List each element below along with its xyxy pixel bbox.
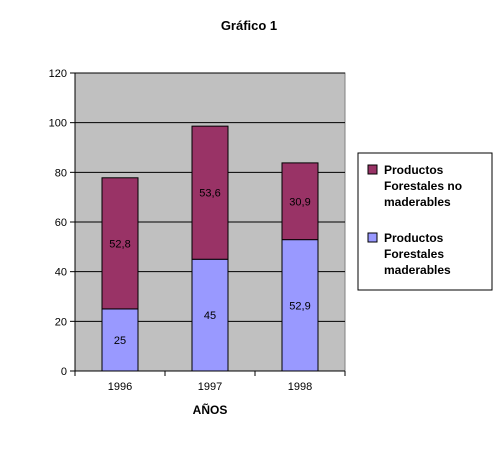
- data-label: 25: [114, 335, 126, 347]
- legend: Productos Forestales no maderables Producto…: [357, 152, 493, 291]
- legend-label: Productos Forestales no maderables: [384, 163, 462, 209]
- chart-title: Gráfico 1: [221, 18, 277, 33]
- y-tick-label: 80: [55, 167, 67, 179]
- y-tick-label: 0: [61, 366, 67, 378]
- bar-segment: [191, 258, 229, 372]
- data-label: 45: [204, 310, 216, 322]
- y-tick-label: 40: [55, 267, 67, 279]
- y-tick-label: 60: [55, 217, 67, 229]
- data-labels: 25 52,8 45 53,6 52,9 30,9: [109, 188, 310, 347]
- legend-box: [357, 152, 493, 291]
- data-label: 53,6: [199, 188, 220, 200]
- x-tick-label: 1998: [288, 381, 312, 393]
- bar-segment: [281, 239, 319, 372]
- y-tick-label: 100: [49, 118, 67, 130]
- legend-swatch: [367, 164, 378, 175]
- bars: [101, 125, 319, 372]
- bar-segment: [101, 177, 139, 310]
- axes: 0 20 40 60 80 100 120 1996 1997 1998: [49, 68, 346, 393]
- x-tick-label: 1997: [198, 381, 222, 393]
- x-axis-title: AÑOS: [193, 402, 228, 417]
- y-tick-label: 20: [55, 316, 67, 328]
- data-label: 52,9: [289, 300, 310, 312]
- legend-label: Productos Forestales maderables: [384, 231, 451, 277]
- y-tick-label: 120: [49, 68, 67, 80]
- legend-swatch: [367, 232, 378, 243]
- data-label: 52,8: [109, 238, 130, 250]
- data-label: 30,9: [289, 196, 310, 208]
- bar-segment: [191, 125, 229, 260]
- bar-segment: [281, 162, 319, 241]
- bar-segment: [101, 308, 139, 372]
- x-tick-label: 1996: [108, 381, 132, 393]
